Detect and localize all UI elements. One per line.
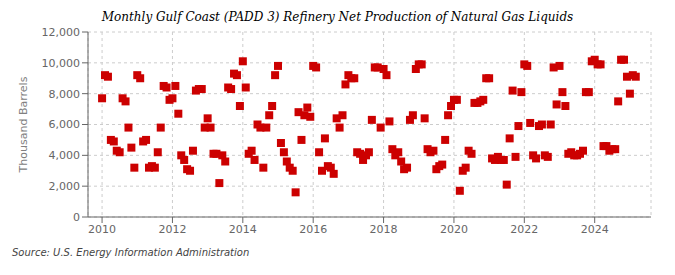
svg-text:2012: 2012 xyxy=(158,223,186,236)
svg-text:6,000: 6,000 xyxy=(49,118,81,131)
svg-text:10,000: 10,000 xyxy=(42,57,81,70)
svg-text:2018: 2018 xyxy=(370,223,398,236)
svg-text:2022: 2022 xyxy=(510,223,538,236)
svg-text:4,000: 4,000 xyxy=(49,149,81,162)
svg-text:2014: 2014 xyxy=(229,223,257,236)
svg-text:2016: 2016 xyxy=(299,223,327,236)
svg-text:0: 0 xyxy=(73,211,80,224)
svg-text:2024: 2024 xyxy=(581,223,609,236)
html-text:Monthly Gulf Coast (PADD 3) Re: Monthly Gulf Coast (PADD 3) Refinery Net… xyxy=(101,10,574,24)
svg-text:8,000: 8,000 xyxy=(49,88,81,101)
svg-text:2,000: 2,000 xyxy=(49,180,81,193)
svg-text:Thousand Barrels: Thousand Barrels xyxy=(17,76,30,173)
svg-text:2020: 2020 xyxy=(440,223,468,236)
svg-text:2010: 2010 xyxy=(88,223,116,236)
html-text:Source: U.S. Energy Informatio: Source: U.S. Energy Information Administ… xyxy=(12,247,250,258)
svg-text:12,000: 12,000 xyxy=(42,26,81,39)
